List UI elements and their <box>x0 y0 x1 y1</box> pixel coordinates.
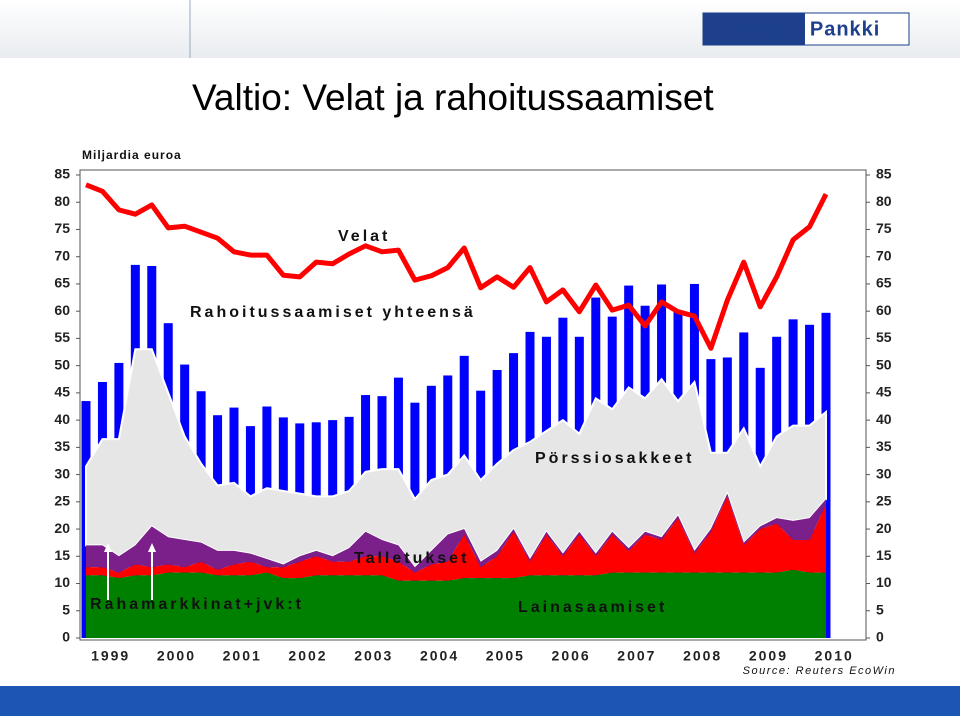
series-label: Lainasaamiset <box>518 599 667 616</box>
series-label: Rahoitussaamiset yhteensä <box>190 304 476 321</box>
y2-tick-label: 5 <box>876 601 884 617</box>
x-tick-label: 2004 <box>420 648 459 664</box>
logo-left <box>703 13 805 45</box>
area <box>86 569 826 638</box>
line <box>85 182 829 351</box>
y-tick-label: 10 <box>54 574 70 590</box>
footer-band <box>0 686 960 716</box>
y2-tick-label: 30 <box>876 465 892 481</box>
y-tick-label: 0 <box>62 629 70 645</box>
y2-tick-label: 40 <box>876 411 892 427</box>
x-tick-label: 2000 <box>157 648 196 664</box>
y2-tick-label: 25 <box>876 493 892 509</box>
y-tick-label: 30 <box>54 465 70 481</box>
y-tick-label: 50 <box>54 356 70 372</box>
y2-tick-label: 10 <box>876 574 892 590</box>
x-tick-label: 2010 <box>815 648 854 664</box>
area <box>86 496 826 581</box>
y2-tick-label: 55 <box>876 329 892 345</box>
y2-tick-label: 80 <box>876 193 892 209</box>
y-tick-label: 75 <box>54 220 70 236</box>
x-tick-label: 2001 <box>223 648 262 664</box>
y2-tick-label: 85 <box>876 166 892 182</box>
arrowhead <box>104 543 112 552</box>
x-tick-label: 2007 <box>617 648 656 664</box>
logo: Sampo Pankki <box>732 18 881 40</box>
arrowhead <box>148 543 156 552</box>
y2-tick-label: 0 <box>876 629 884 645</box>
series-label: Pörssiosakkeet <box>535 450 694 467</box>
y-tick-label: 25 <box>54 493 70 509</box>
x-tick-label: 2002 <box>288 648 327 664</box>
y-tick-label: 55 <box>54 329 70 345</box>
y2-tick-label: 75 <box>876 220 892 236</box>
source: Source: Reuters EcoWin <box>743 665 896 677</box>
y-axis-label: Miljardia euroa <box>82 148 182 162</box>
y-tick-label: 70 <box>54 247 70 263</box>
y2-tick-label: 70 <box>876 247 892 263</box>
y2-tick-label: 65 <box>876 275 892 291</box>
series-label: Talletukset <box>354 550 469 567</box>
y2-tick-label: 35 <box>876 438 892 454</box>
y-tick-label: 80 <box>54 193 70 209</box>
x-tick-label: 2009 <box>749 648 788 664</box>
y-tick-label: 45 <box>54 384 70 400</box>
x-tick-label: 1999 <box>91 648 130 664</box>
series-label: Velat <box>338 228 390 245</box>
y-tick-label: 60 <box>54 302 70 318</box>
y-tick-label: 65 <box>54 275 70 291</box>
series-label: Rahamarkkinat+jvk:t <box>90 596 304 613</box>
area <box>86 493 826 573</box>
y2-tick-label: 45 <box>876 384 892 400</box>
y2-tick-label: 20 <box>876 520 892 536</box>
y-tick-label: 20 <box>54 520 70 536</box>
x-tick-label: 2003 <box>354 648 393 664</box>
y-tick-label: 40 <box>54 411 70 427</box>
y2-tick-label: 15 <box>876 547 892 563</box>
x-tick-label: 2008 <box>683 648 722 664</box>
x-tick-label: 2006 <box>552 648 591 664</box>
y-tick-label: 15 <box>54 547 70 563</box>
y-tick-label: 5 <box>62 601 70 617</box>
y-tick-label: 35 <box>54 438 70 454</box>
x-tick-label: 2005 <box>486 648 525 664</box>
y-tick-label: 85 <box>54 166 70 182</box>
plot-frame <box>79 169 867 641</box>
chart-title: Valtio: Velat ja rahoitussaamiset <box>192 77 714 118</box>
y2-tick-label: 50 <box>876 356 892 372</box>
y2-tick-label: 60 <box>876 302 892 318</box>
